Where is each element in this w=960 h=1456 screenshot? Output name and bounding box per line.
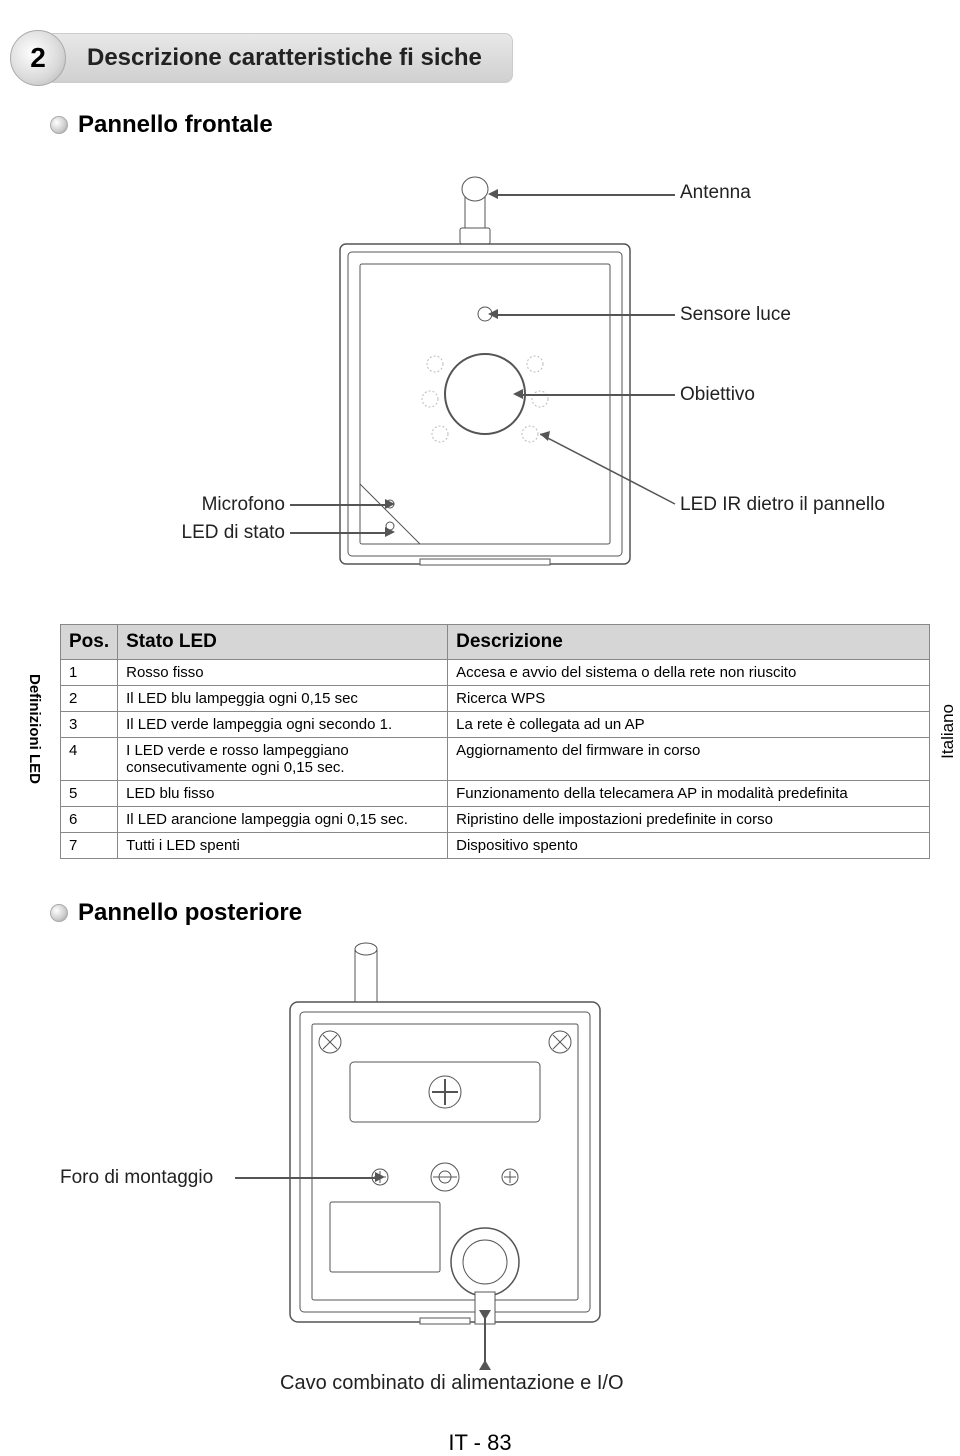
led-table-wrap: Definizioni LED Italiano Pos. Stato LED …: [60, 624, 930, 859]
device-front-svg: [320, 154, 650, 584]
table-row: 3Il LED verde lampeggia ogni secondo 1.L…: [61, 712, 930, 738]
label-status-led: LED di stato: [120, 522, 285, 544]
front-panel-title: Pannello frontale: [78, 111, 273, 139]
label-mount-hole: Foro di montaggio: [60, 1167, 213, 1189]
table-row: 6Il LED arancione lampeggia ogni 0,15 se…: [61, 807, 930, 833]
table-row: 1Rosso fissoAccesa e avvio del sistema o…: [61, 660, 930, 686]
section-number-circle: 2: [10, 30, 66, 86]
side-label-left: Definizioni LED: [26, 674, 43, 784]
bullet-icon: [50, 904, 68, 922]
bullet-icon: [50, 116, 68, 134]
label-lens: Obiettivo: [680, 384, 755, 406]
table-row: 7Tutti i LED spentiDispositivo spento: [61, 833, 930, 859]
page-number: IT - 83: [0, 1430, 960, 1456]
section-title-bar: Descrizione caratteristiche fi siche: [46, 33, 513, 83]
table-row: 4I LED verde e rosso lampeggiano consecu…: [61, 738, 930, 781]
th-desc: Descrizione: [448, 625, 930, 660]
section-number: 2: [30, 42, 46, 74]
section-header: 2 Descrizione caratteristiche fi siche: [10, 30, 960, 86]
rear-panel-title: Pannello posteriore: [78, 899, 302, 927]
label-cable: Cavo combinato di alimentazione e I/O: [280, 1372, 624, 1395]
device-rear-svg: [270, 942, 620, 1362]
th-state: Stato LED: [118, 625, 448, 660]
rear-panel-heading: Pannello posteriore: [50, 899, 960, 927]
label-light-sensor: Sensore luce: [680, 304, 791, 326]
rear-diagram: Foro di montaggio Cavo combinato di alim…: [0, 942, 960, 1422]
ir-led-line: [540, 429, 680, 509]
side-label-right: Italiano: [938, 704, 958, 759]
label-microphone: Microfono: [135, 494, 285, 516]
label-antenna: Antenna: [680, 182, 751, 204]
table-row: 5LED blu fissoFunzionamento della teleca…: [61, 781, 930, 807]
label-ir-led: LED IR dietro il pannello: [680, 494, 885, 516]
front-diagram: Antenna Sensore luce Obiettivo LED IR di…: [0, 154, 960, 624]
th-pos: Pos.: [61, 625, 118, 660]
section-title: Descrizione caratteristiche fi siche: [87, 44, 482, 71]
front-panel-heading: Pannello frontale: [50, 111, 960, 139]
led-table: Pos. Stato LED Descrizione 1Rosso fissoA…: [60, 624, 930, 859]
table-row: 2Il LED blu lampeggia ogni 0,15 secRicer…: [61, 686, 930, 712]
